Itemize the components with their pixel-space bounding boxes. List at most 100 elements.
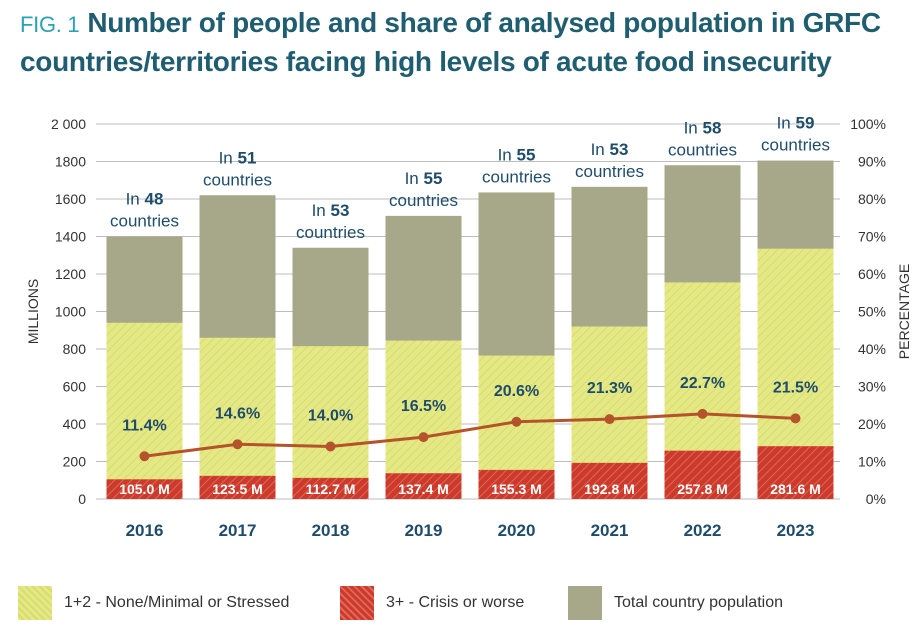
- country-suffix-label: countries: [389, 191, 458, 210]
- chart-title: FIG. 1 Number of people and share of anal…: [20, 4, 910, 80]
- share-value-label: 14.0%: [308, 408, 353, 425]
- y-tick-label: 600: [63, 379, 87, 395]
- bar-crisis-2021: [571, 462, 648, 499]
- x-tick-label: 2016: [126, 521, 164, 540]
- share-point-2021: [604, 414, 615, 425]
- country-count-label: In 55: [498, 145, 536, 164]
- country-count-label: In 51: [219, 148, 257, 167]
- country-prefix: In: [405, 169, 424, 188]
- crisis-value-label: 257.8 M: [677, 481, 728, 497]
- share-point-2020: [511, 416, 522, 427]
- share-point-2018: [325, 441, 336, 452]
- legend-swatch-crisis: [340, 586, 374, 620]
- share-value-label: 21.5%: [773, 379, 818, 396]
- country-count-label: In 53: [312, 201, 350, 220]
- crisis-value-label: 105.0 M: [119, 481, 170, 497]
- country-count-label: In 55: [405, 169, 443, 188]
- y2-tick-label: 60%: [858, 266, 886, 282]
- x-tick-label: 2019: [405, 521, 443, 540]
- legend-label-stressed: 1+2 - None/Minimal or Stressed: [64, 594, 290, 611]
- country-prefix: In: [126, 190, 145, 209]
- y-axis-title: MILLIONS: [25, 279, 41, 344]
- x-tick-label: 2022: [684, 521, 722, 540]
- country-count-label: In 58: [684, 118, 722, 137]
- y2-tick-label: 10%: [858, 454, 886, 470]
- crisis-value-label: 112.7 M: [306, 481, 356, 497]
- legend-label-crisis: 3+ - Crisis or worse: [386, 594, 525, 611]
- country-prefix: In: [591, 140, 610, 159]
- x-tick-label: 2023: [777, 521, 815, 540]
- share-value-label: 11.4%: [122, 417, 166, 434]
- country-prefix: In: [777, 114, 796, 133]
- country-count: 51: [237, 148, 256, 167]
- crisis-value-label: 123.5 M: [212, 481, 263, 497]
- y2-tick-label: 70%: [858, 229, 886, 245]
- country-count-label: In 59: [777, 114, 815, 133]
- y2-tick-label: 80%: [858, 191, 886, 207]
- country-suffix-label: countries: [668, 140, 737, 159]
- y-tick-label: 0: [78, 491, 86, 507]
- country-count: 48: [144, 190, 163, 209]
- bar-stressed-2018: [292, 346, 369, 499]
- bar-crisis-2016: [106, 479, 183, 499]
- bar-crisis-2020: [478, 469, 555, 499]
- legend-label-total: Total country population: [614, 594, 783, 611]
- y2-tick-label: 40%: [858, 341, 886, 357]
- country-count: 58: [702, 118, 721, 137]
- share-point-2016: [139, 451, 150, 462]
- y-tick-label: 200: [63, 454, 87, 470]
- legend-swatch-total: [568, 586, 602, 620]
- share-value-label: 22.7%: [680, 375, 725, 392]
- country-prefix: In: [312, 201, 331, 220]
- bar-crisis-2023: [757, 446, 834, 499]
- y-tick-label: 1600: [55, 191, 86, 207]
- country-suffix-label: countries: [296, 223, 365, 242]
- bar-stressed-2016: [106, 322, 183, 499]
- legend-item-total: Total country population: [568, 586, 783, 620]
- x-tick-label: 2018: [312, 521, 350, 540]
- legend: 1+2 - None/Minimal or Stressed 3+ - Cris…: [18, 586, 908, 620]
- country-count: 59: [795, 114, 814, 133]
- crisis-value-label: 281.6 M: [770, 481, 821, 497]
- y-tick-label: 1000: [55, 304, 86, 320]
- y-tick-label: 1200: [55, 266, 86, 282]
- crisis-value-label: 155.3 M: [491, 481, 542, 497]
- share-value-label: 20.6%: [494, 383, 539, 400]
- country-suffix-label: countries: [203, 170, 272, 189]
- country-prefix: In: [219, 148, 238, 167]
- y-tick-label: 2 000: [51, 116, 86, 132]
- y2-tick-label: 100%: [850, 116, 886, 132]
- y-tick-label: 1400: [55, 229, 86, 245]
- x-tick-label: 2020: [498, 521, 536, 540]
- share-value-label: 16.5%: [401, 398, 446, 415]
- x-tick-label: 2017: [219, 521, 257, 540]
- crisis-value-label: 137.4 M: [398, 481, 449, 497]
- y2-axis-title: PERCENTAGE: [896, 264, 912, 359]
- share-point-2017: [232, 439, 243, 450]
- y2-tick-label: 0%: [866, 491, 886, 507]
- bar-crisis-2019: [385, 473, 462, 499]
- legend-item-crisis: 3+ - Crisis or worse: [340, 586, 524, 620]
- y2-tick-label: 30%: [858, 379, 886, 395]
- bar-stressed-2019: [385, 340, 462, 499]
- y-tick-label: 400: [63, 416, 87, 432]
- country-count: 53: [330, 201, 349, 220]
- share-point-2019: [418, 432, 429, 443]
- country-prefix: In: [684, 118, 703, 137]
- country-count: 53: [609, 140, 628, 159]
- share-value-label: 21.3%: [587, 380, 632, 397]
- y-tick-label: 800: [63, 341, 87, 357]
- bar-crisis-2018: [292, 477, 369, 499]
- x-tick-label: 2021: [591, 521, 629, 540]
- country-prefix: In: [498, 145, 517, 164]
- country-count: 55: [423, 169, 442, 188]
- country-suffix-label: countries: [761, 136, 830, 155]
- figure-title: Number of people and share of analysed p…: [20, 7, 881, 77]
- country-suffix-label: countries: [110, 212, 179, 231]
- crisis-value-label: 192.8 M: [584, 481, 635, 497]
- country-suffix-label: countries: [575, 162, 644, 181]
- share-point-2023: [790, 413, 801, 424]
- legend-item-stressed: 1+2 - None/Minimal or Stressed: [18, 586, 289, 620]
- share-line: [144, 412, 796, 458]
